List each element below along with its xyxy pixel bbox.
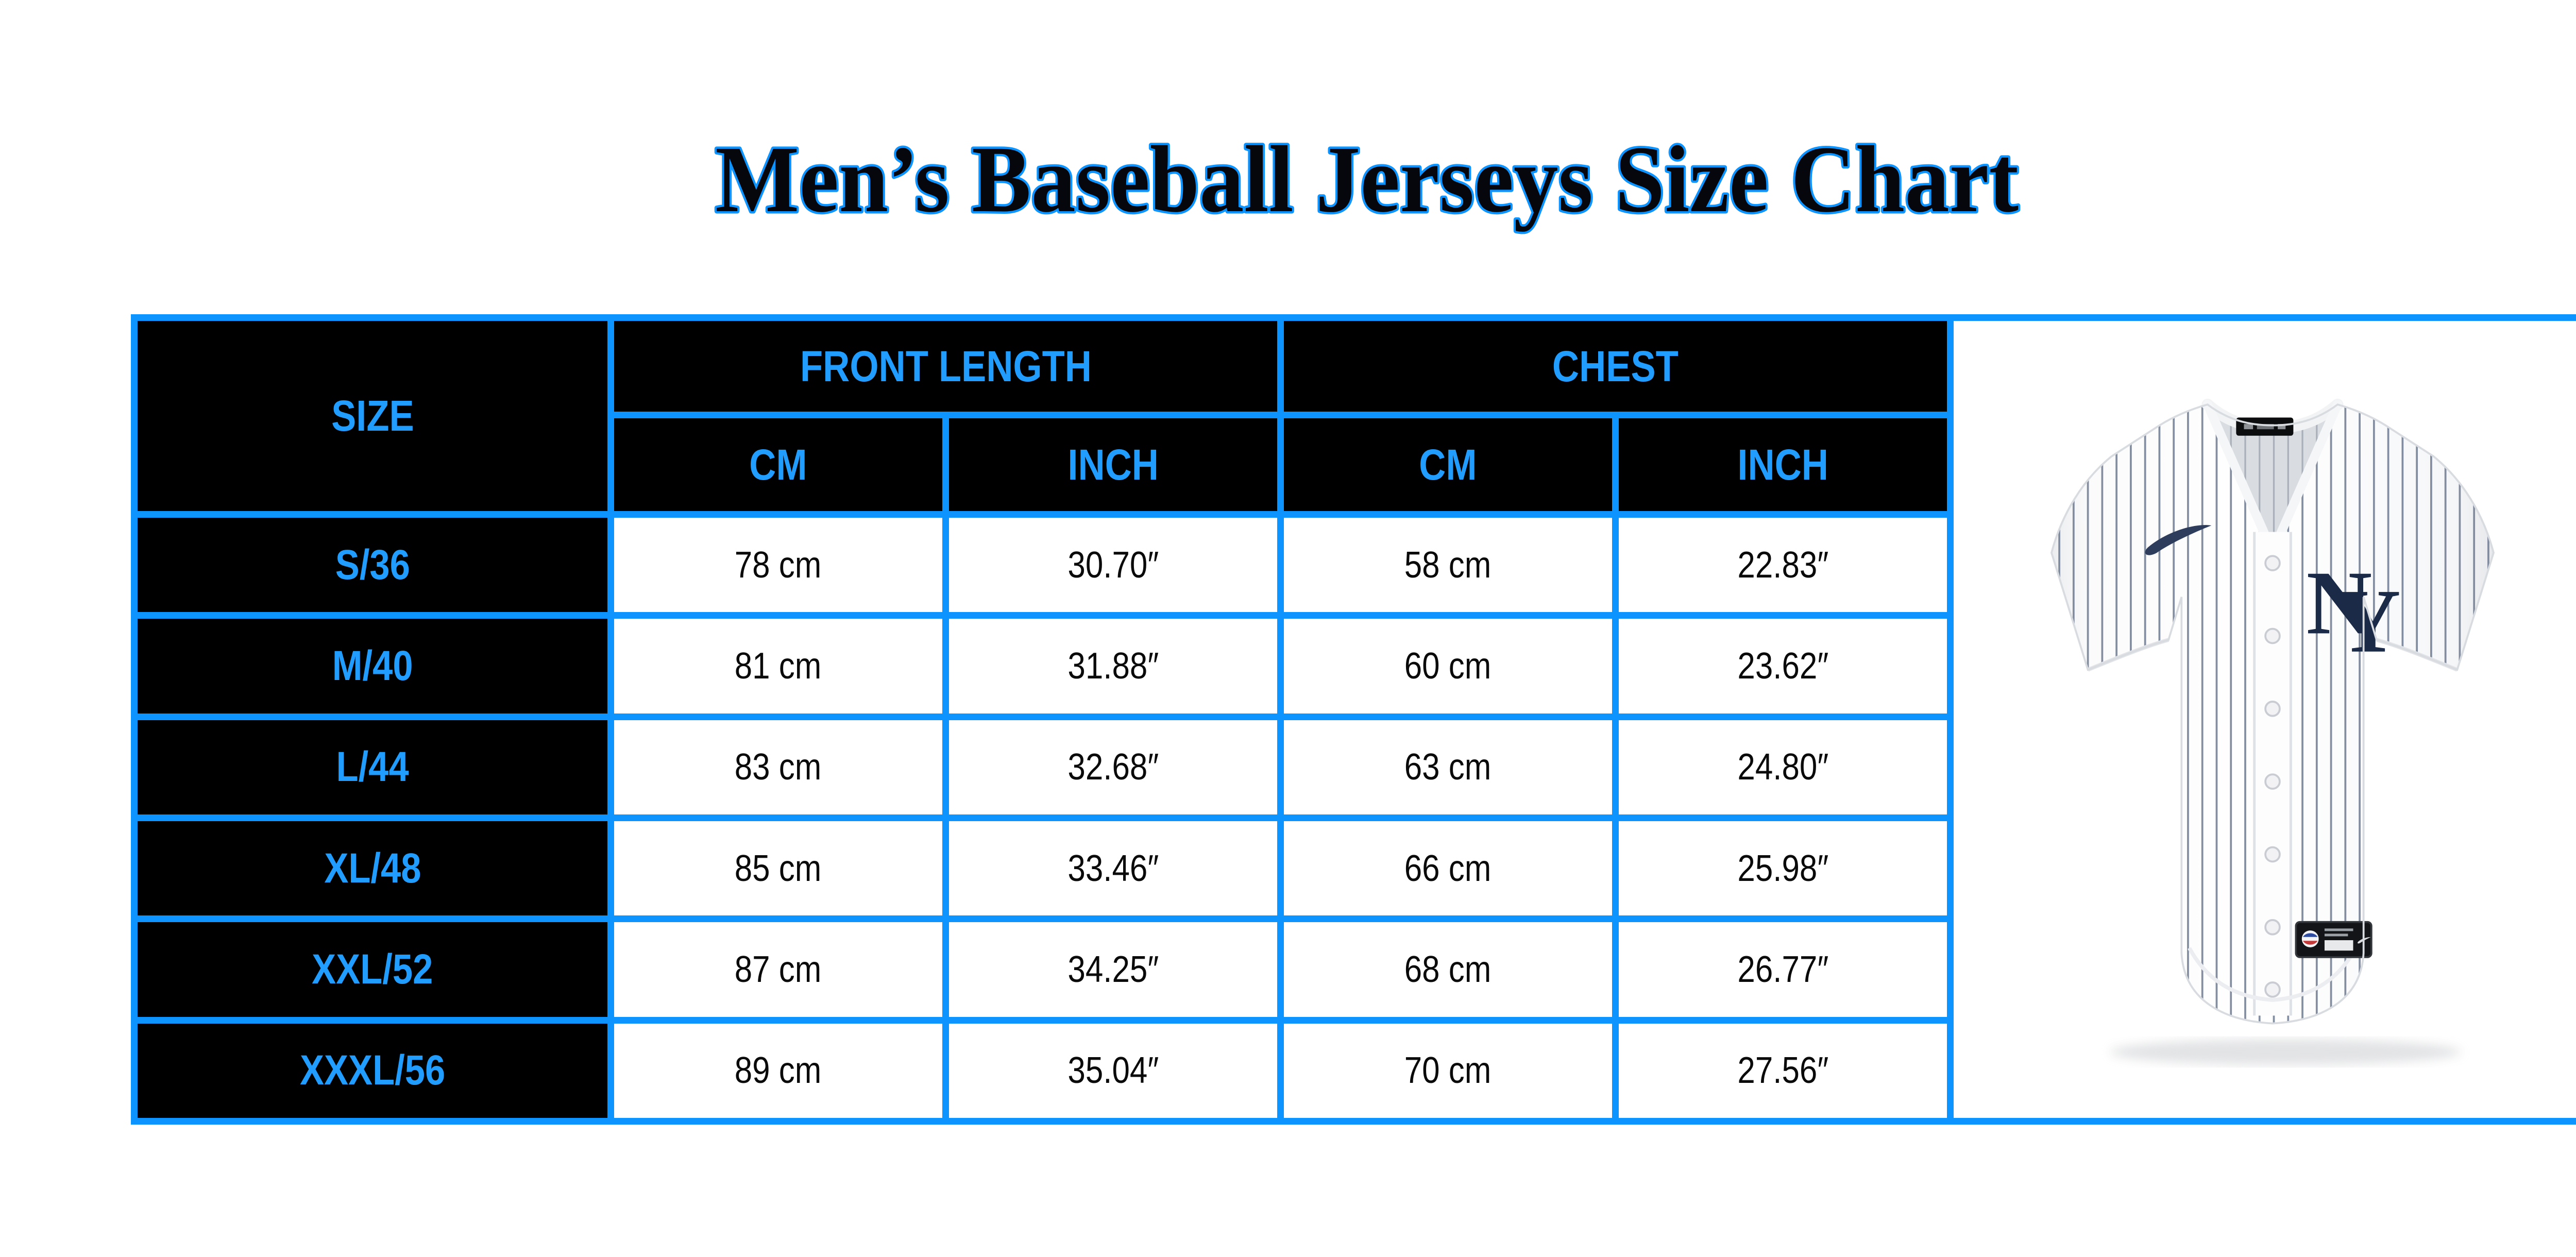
size-label: M/40 [138, 619, 607, 714]
size-chart-table: SIZE FRONT LENGTH CHEST CM INCH CM INCH … [131, 314, 2576, 1125]
table-cell: 27.56″ [1619, 1023, 1947, 1118]
collar-v-right [2274, 400, 2343, 542]
table-cell: 33.46″ [949, 821, 1277, 916]
table-cell: 89 cm [614, 1023, 942, 1118]
table-cell: 58 cm [1284, 518, 1612, 613]
table-cell: 25.98″ [1619, 821, 1947, 916]
table-cell: 60 cm [1284, 619, 1612, 714]
header-chest-inch: INCH [1619, 418, 1947, 511]
header-chest-label: CHEST [1552, 342, 1679, 390]
table-cell: 63 cm [1284, 720, 1612, 814]
size-label: L/44 [138, 720, 607, 814]
header-front-length-cm: CM [614, 418, 942, 511]
header-front-length-cm-label: CM [749, 440, 807, 489]
table-cell: 31.88″ [949, 619, 1277, 714]
table-cell: 24.80″ [1619, 720, 1947, 814]
size-label: S/36 [138, 518, 607, 613]
table-cell: 81 cm [614, 619, 942, 714]
header-front-length: FRONT LENGTH [614, 321, 1277, 412]
mlb-jocktag [2295, 921, 2372, 959]
svg-text:N: N [2307, 553, 2372, 654]
button-placket [2253, 532, 2292, 1016]
header-front-length-inch-label: INCH [1067, 440, 1159, 489]
header-size-label: SIZE [331, 392, 414, 440]
table-cell: 70 cm [1284, 1023, 1612, 1118]
page-title-text: Men’s Baseball Jerseys Size Chart [715, 127, 2019, 232]
header-front-length-inch: INCH [949, 418, 1277, 511]
header-size: SIZE [138, 321, 607, 511]
table-cell: 23.62″ [1619, 619, 1947, 714]
collar-tag [2236, 417, 2294, 436]
collar-inner-back [2207, 404, 2338, 541]
table-cell: 68 cm [1284, 922, 1612, 1017]
jersey-image-panel: N Y [1954, 321, 2576, 1118]
jersey-outline [2050, 403, 2495, 1025]
jersey-illustration: N Y [2050, 399, 2495, 1065]
ny-logo: N Y [2307, 553, 2401, 672]
header-front-length-label: FRONT LENGTH [800, 342, 1092, 390]
size-label: XXL/52 [138, 922, 607, 1017]
hem-seam [2188, 947, 2358, 1003]
page-title: Men’s Baseball Jerseys Size Chart [713, 125, 2021, 235]
header-chest-inch-label: INCH [1737, 440, 1828, 489]
table-cell: 22.83″ [1619, 518, 1947, 613]
svg-text:Y: Y [2335, 571, 2401, 672]
table-cell: 78 cm [614, 518, 942, 613]
size-label: XXXL/56 [138, 1023, 607, 1118]
table-cell: 32.68″ [949, 720, 1277, 814]
table-cell: 26.77″ [1619, 922, 1947, 1017]
header-chest-cm: CM [1284, 418, 1612, 511]
header-chest-cm-label: CM [1419, 440, 1477, 489]
table-cell: 83 cm [614, 720, 942, 814]
table-cell: 87 cm [614, 922, 942, 1017]
table-cell: 34.25″ [949, 922, 1277, 1017]
jersey-shadow [2110, 1039, 2461, 1065]
mlb-logo [2301, 930, 2319, 948]
table-cell: 85 cm [614, 821, 942, 916]
size-label: XL/48 [138, 821, 607, 916]
table-cell: 30.70″ [949, 518, 1277, 613]
table-cell: 35.04″ [949, 1023, 1277, 1118]
header-chest: CHEST [1284, 321, 1947, 412]
collar-v-left [2202, 400, 2271, 542]
table-cell: 66 cm [1284, 821, 1612, 916]
nike-swoosh-icon [2145, 525, 2212, 556]
